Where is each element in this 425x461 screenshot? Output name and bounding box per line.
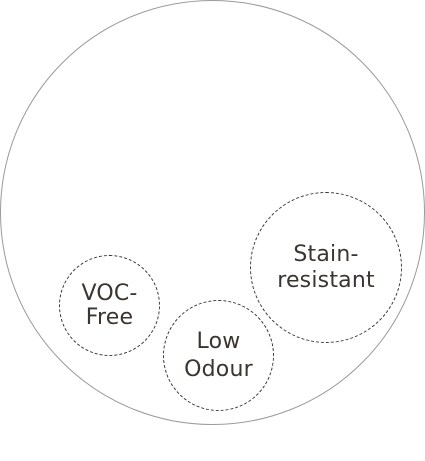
- voc-free-bubble: VOC- Free: [59, 255, 160, 356]
- voc-free-label: VOC- Free: [81, 280, 138, 330]
- stain-resistant-label: Stain- resistant: [277, 241, 375, 293]
- low-odour-bubble: Low Odour: [163, 300, 274, 411]
- stain-resistant-bubble: Stain- resistant: [250, 192, 402, 343]
- low-odour-label: Low Odour: [184, 328, 253, 382]
